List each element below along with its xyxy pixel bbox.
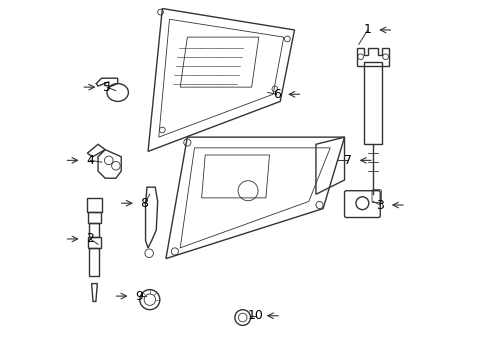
Text: 5: 5 bbox=[103, 81, 111, 94]
Text: 7: 7 bbox=[344, 154, 351, 167]
Text: 6: 6 bbox=[272, 88, 280, 101]
Text: 10: 10 bbox=[247, 309, 263, 322]
Text: 2: 2 bbox=[86, 233, 94, 246]
Text: 3: 3 bbox=[376, 198, 384, 212]
Text: 8: 8 bbox=[140, 197, 148, 210]
Text: 1: 1 bbox=[363, 23, 371, 36]
Text: 9: 9 bbox=[135, 289, 143, 303]
Text: 4: 4 bbox=[86, 154, 94, 167]
